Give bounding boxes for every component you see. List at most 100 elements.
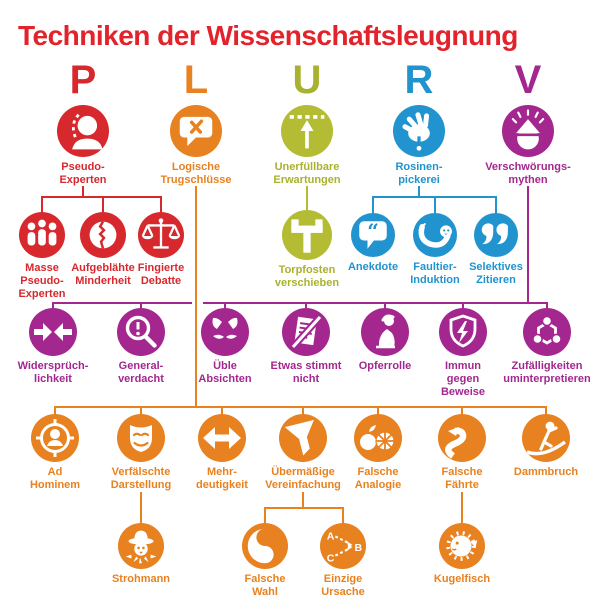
sloth-icon [413,213,457,257]
connector-simplification-bar [264,507,344,509]
connector-orange-bar [54,406,547,408]
node-torpfosten-verschieben: Torpfosten verschieben [246,210,368,290]
node-label: Strohmann [111,573,171,585]
connector-purple-drop [462,302,464,308]
connector-red-bar [41,196,161,198]
node-falsche-wahl: Falsche Wahl [204,523,326,599]
node-verfaelschte-darstellung: Verfälschte Darstellung [80,414,202,492]
node-masse-pseudo-experten: Masse Pseudo- Experten [0,212,103,301]
node-zufaelligkeiten-uminterpretieren: Zufälligkeiten uminterpretieren [486,308,600,386]
tinfoil-hat-icon [502,105,554,157]
node-ad-hominem: Ad Hominem [0,414,116,492]
connector-blue-drop [434,196,436,213]
connector-simplification-drop [264,507,266,523]
raised-goalpost-arrow-icon [281,105,333,157]
node-opferrolle: Opferrolle [324,308,446,373]
plurv-letter-v: V [514,58,542,102]
node-label: Zufälligkeiten uminterpretieren [503,360,591,385]
double-arrow-icon [198,414,246,462]
connector-red-drop [41,196,43,212]
node-label: General- verdacht [118,360,164,385]
yin-yang-icon [242,523,288,569]
connector-orange-drop [377,406,379,414]
svg-text:C: C [327,552,335,564]
node-label: Unerfüllbare Erwartungen [273,161,341,186]
node-label: Logische Trugschlüsse [160,161,232,186]
colliding-arrows-icon [29,308,77,356]
node-etwas-stimmt-nicht: Etwas stimmt nicht [245,308,367,386]
node-label: Selektives Zitieren [469,261,523,286]
devil-face-icon [201,308,249,356]
connector-olive-stem [306,186,308,210]
node-label: Etwas stimmt nicht [270,360,342,385]
node-label: Dammbruch [513,466,579,478]
connector-orange-drop [302,406,304,414]
slippery-slope-icon [522,414,570,462]
node-label: Torpfosten verschieben [274,264,340,289]
node-generalverdacht: General- verdacht [80,308,202,386]
connector-blue-drop [495,196,497,213]
node-label: Opferrolle [358,360,412,372]
connector-red-drop [102,196,104,212]
connector-blue-stem [418,186,420,196]
node-dammbruch: Dammbruch [485,414,600,479]
anecdote-bubble-icon: “ [351,213,395,257]
magnified-minority-faces-icon [80,212,126,258]
plurv-letter-u: U [292,58,322,102]
connector-orange-drop [221,406,223,414]
node-pseudo-experten: Pseudo- Experten [22,105,144,187]
shield-lightning-icon [439,308,487,356]
node-rosinenpickerei: Rosinen- pickerei [358,105,480,187]
node-label: Einzige Ursache [321,573,365,598]
node-logische-trugschluesse: Logische Trugschlüsse [135,105,257,187]
node-label: Faultier- Induktion [410,261,460,286]
connector-simplification-drop [342,507,344,523]
plurv-letter-p: P [69,58,97,102]
fallacy-speech-bubble-icon [170,105,222,157]
node-anekdote: “ Anekdote [312,213,434,274]
node-widerspruechlichkeit: Widersprüch- lichkeit [0,308,114,386]
node-label: Verfälschte Darstellung [110,466,172,491]
scarecrow-icon [118,523,164,569]
node-aufgeblaehte-minderheit: Aufgeblähte Minderheit [42,212,164,288]
plurv-letter-l: L [183,58,209,102]
node-verschwoerungsmythen: Verschwörungs- mythen [467,105,589,187]
connector-kugelfisch-stem [461,492,463,523]
connector-red-stem [82,186,84,196]
node-falsche-faehrte: Falsche Fährte [401,414,523,492]
connector-orange-drop [140,406,142,414]
node-label: Falsche Fährte [441,466,483,491]
svg-text:“: “ [367,220,379,244]
node-strohmann: Strohmann [80,523,202,586]
connector-purple-drop [546,302,548,308]
node-label: Ad Hominem [29,466,81,491]
node-label: Falsche Wahl [244,573,286,598]
node-kugelfisch: Kugelfisch [401,523,523,586]
goalpost-icon [282,210,332,260]
connector-orange-drop [54,406,56,414]
svg-text:B: B [355,542,363,554]
connector-purple-drop [140,302,142,308]
connector-purple-bar-left [52,302,192,304]
apple-orange-icon [354,414,402,462]
pseudo-expert-icon [57,105,109,157]
crowd-icon [19,212,65,258]
node-label: Widersprüch- lichkeit [17,360,89,385]
connector-red-drop [160,196,162,212]
node-label: Übermäßige Vereinfachung [265,466,341,491]
victim-figure-icon [361,308,409,356]
svg-text:A: A [327,530,335,542]
scales-icon [138,212,184,258]
connector-strohmann-stem [140,492,142,523]
theater-mask-icon [117,414,165,462]
funnel-icon [279,414,327,462]
node-mehrdeutigkeit: Mehr- deutigkeit [161,414,283,492]
plurv-letter-r: R [404,58,434,102]
node-label: Aufgeblähte Minderheit [71,262,135,287]
node-faultier-induktion: Faultier- Induktion [374,213,496,287]
connector-blue-drop [372,196,374,213]
node-label: Üble Absichten [198,360,252,385]
winding-path-icon [438,414,486,462]
